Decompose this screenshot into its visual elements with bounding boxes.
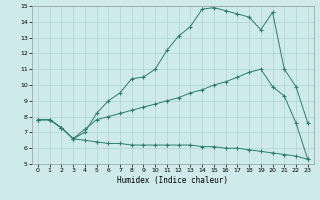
X-axis label: Humidex (Indice chaleur): Humidex (Indice chaleur) — [117, 176, 228, 185]
